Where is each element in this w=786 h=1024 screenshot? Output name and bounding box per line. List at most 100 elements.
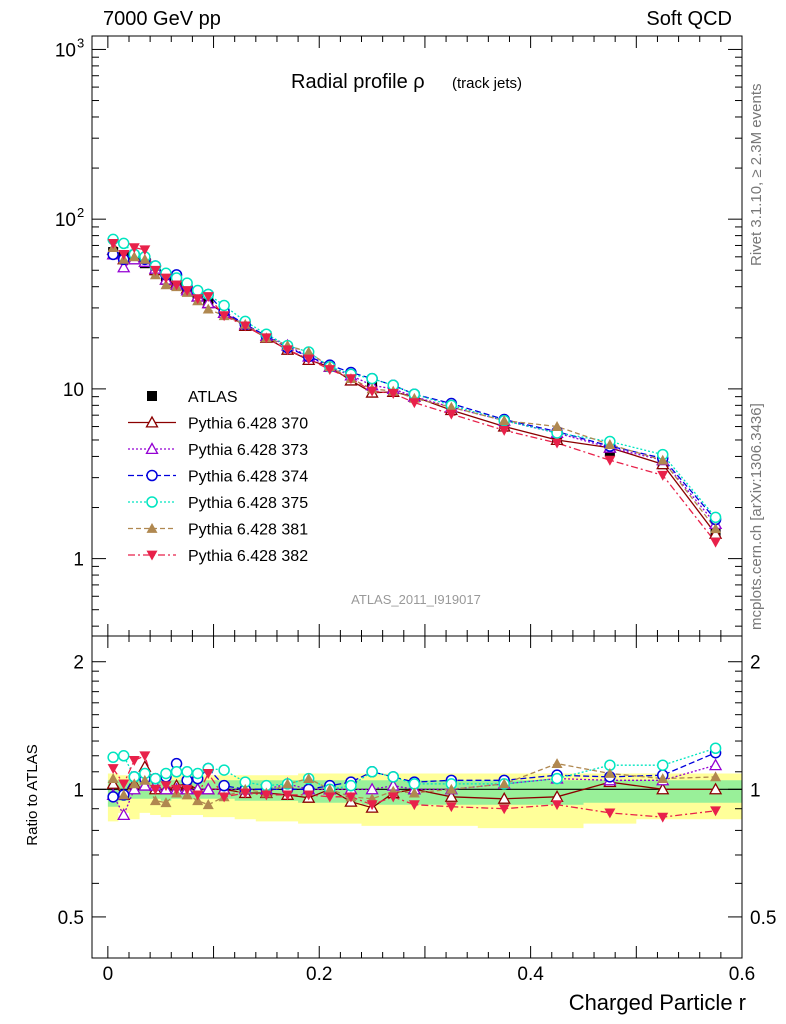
data-point-s6	[139, 245, 151, 256]
header-left: 7000 GeV pp	[103, 8, 221, 30]
data-point-s6	[657, 470, 669, 481]
chart-title: Radial profile ρ	[291, 71, 425, 93]
data-point-s6	[118, 250, 130, 260]
ratio-point-s3	[181, 766, 193, 778]
legend-marker	[146, 523, 158, 533]
y-tick-exponent: 3	[77, 35, 84, 50]
ratio-point-s1	[117, 808, 131, 821]
ratio-point-s5	[218, 792, 230, 803]
ratio-plot-frame	[91, 635, 743, 959]
ratio-point-s2	[218, 779, 230, 792]
data-point-s6	[282, 345, 294, 356]
ratio-point-s3	[656, 759, 669, 771]
ratio-point-s5	[303, 790, 315, 801]
ratio-point-s4	[139, 774, 151, 785]
ratio-point-s4	[408, 787, 420, 798]
ratio-point-s5	[408, 800, 420, 811]
data-point-s6	[128, 243, 140, 254]
ratio-point-s5	[282, 790, 294, 801]
ratio-y-tick-label: 1	[73, 780, 84, 801]
y-tick-label: 10	[55, 40, 76, 61]
data-point-s4	[218, 299, 230, 312]
data-point-s4	[709, 511, 722, 524]
data-point-s6	[192, 294, 204, 305]
ratio-point-s3	[170, 766, 183, 778]
ratio-point-s0	[497, 791, 511, 804]
ratio-point-s3	[117, 750, 130, 762]
legend-marker	[145, 415, 159, 428]
header-right: Soft QCD	[646, 8, 732, 30]
ratio-point-s3	[387, 771, 399, 783]
ratio-point-s5	[239, 788, 251, 799]
data-point-s6	[171, 280, 183, 291]
data-point-s5	[657, 454, 669, 465]
ratio-point-s5	[160, 781, 172, 792]
data-point-s6	[149, 265, 161, 276]
legend-label: Pythia 6.428 374	[188, 469, 308, 486]
ratio-point-s1	[708, 758, 723, 771]
ratio-point-s4	[282, 778, 294, 789]
legend-label: Pythia 6.428 381	[188, 522, 308, 539]
ratio-point-s4	[160, 797, 172, 808]
ratio-point-s1	[201, 782, 215, 795]
data-point-s6	[239, 321, 251, 332]
ratio-point-s4	[128, 778, 140, 789]
data-point-s6	[107, 238, 119, 249]
ratio-point-s4	[149, 795, 161, 806]
ratio-point-s5	[128, 756, 140, 766]
y-tick-exponent: 2	[77, 205, 84, 220]
legend-marker	[146, 496, 158, 508]
watermark-label: ATLAS_2011_I919017	[351, 592, 481, 607]
data-point-s6	[181, 286, 193, 296]
ratio-point-s4	[107, 773, 119, 783]
ratio-point-s4	[710, 771, 722, 782]
x-tick-label: 0.4	[517, 964, 544, 985]
data-point-s6	[387, 389, 399, 399]
ratio-point-s5	[192, 790, 204, 801]
ratio-point-s5	[202, 769, 214, 779]
ratio-point-s5	[324, 792, 336, 803]
data-point-s6	[366, 386, 378, 397]
data-point-s6	[202, 292, 214, 303]
data-point-s4	[191, 284, 204, 297]
ratio-point-s5	[657, 812, 669, 823]
ratio-point-s4	[324, 783, 336, 794]
ratio-point-s5	[710, 806, 722, 817]
data-point-s5	[445, 401, 457, 412]
data-point-s4	[117, 237, 130, 250]
ratio-point-s3	[408, 778, 421, 790]
ratio-y-tick-label-right: 2	[750, 653, 761, 674]
ratio-point-s4	[118, 789, 130, 800]
legend-label: ATLAS	[188, 389, 238, 406]
ratio-line-4	[112, 762, 716, 806]
legend-label: Pythia 6.428 382	[188, 548, 308, 565]
ratio-point-s0	[708, 782, 723, 795]
legend-label: Pythia 6.428 373	[188, 442, 308, 459]
ratio-point-s3	[709, 742, 722, 754]
ratio-point-s3	[218, 764, 230, 776]
data-point-s5	[710, 523, 722, 534]
chart-subtitle: (track jets)	[452, 75, 522, 92]
legend-label: Pythia 6.428 375	[188, 495, 308, 512]
data-point-s5	[160, 279, 172, 290]
legend-marker	[146, 469, 158, 482]
ratio-y-tick-label-right: 1	[750, 780, 761, 801]
data-point-s5	[498, 415, 510, 426]
y-tick-label: 10	[55, 210, 76, 231]
ratio-point-s5	[345, 792, 357, 803]
data-point-s5	[202, 303, 214, 314]
ratio-point-s4	[498, 778, 510, 789]
ratio-point-s1	[138, 778, 152, 791]
legend-marker	[146, 550, 158, 561]
y-tick-label: 10	[63, 380, 84, 401]
data-point-s5	[303, 346, 315, 357]
data-point-s5	[139, 253, 151, 264]
ratio-point-s1	[127, 782, 141, 795]
ratio-point-s5	[366, 800, 378, 811]
data-point-s6	[218, 311, 230, 322]
data-point-s6	[710, 537, 722, 548]
series-markers	[106, 233, 723, 823]
data-point-s6	[303, 354, 315, 365]
